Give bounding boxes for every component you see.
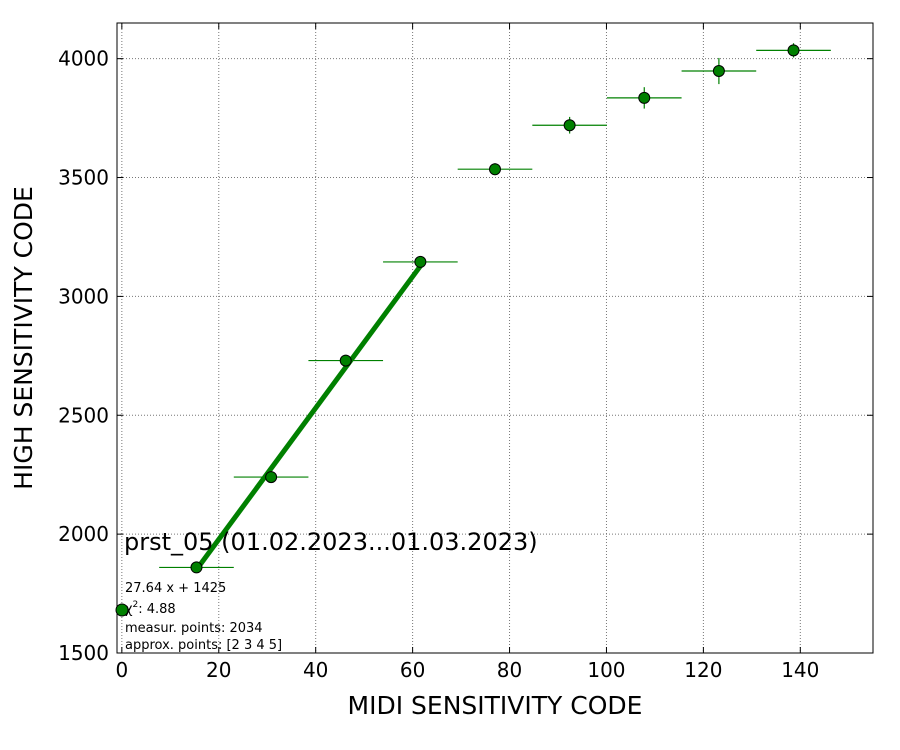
data-point <box>265 471 278 484</box>
x-tick-label: 120 <box>684 658 722 682</box>
data-point <box>489 163 501 176</box>
x-tick-label: 100 <box>587 658 625 682</box>
approx-points-text: approx. points: [2 3 4 5] <box>125 638 282 653</box>
x-tick-label: 0 <box>115 658 128 682</box>
data-point <box>339 354 352 367</box>
data-point <box>563 119 576 132</box>
chart-title: prst_05 (01.02.2023...01.03.2023) <box>124 528 538 556</box>
y-tick-label: 3500 <box>58 166 109 190</box>
y-tick-label: 2000 <box>58 522 109 546</box>
chi2-value: : 4.88 <box>138 602 175 617</box>
data-point <box>712 65 725 78</box>
measur-points-text: measur. points: 2034 <box>125 621 263 636</box>
chi2-symbol: χ <box>125 602 133 617</box>
x-axis-label: MIDI SENSITIVITY CODE <box>348 691 643 720</box>
y-tick-label: 1500 <box>58 641 109 665</box>
axis-ticks <box>117 23 873 654</box>
x-tick-label: 80 <box>497 658 522 682</box>
y-axis-label: HIGH SENSITIVITY CODE <box>9 186 38 490</box>
chi2-label: χ2: 4.88 <box>125 600 176 617</box>
error-bars <box>159 43 831 571</box>
grid-lines <box>117 23 873 654</box>
data-points <box>190 44 800 574</box>
y-tick-label: 2500 <box>58 403 109 427</box>
y-tick-label: 3000 <box>58 284 109 308</box>
y-tick-label: 4000 <box>58 47 109 71</box>
legend-marker <box>115 603 129 617</box>
fit-equation: 27.64 x + 1425 <box>125 581 226 596</box>
data-point <box>190 561 203 574</box>
fit-line <box>194 264 423 572</box>
x-tick-label: 20 <box>206 658 231 682</box>
x-tick-labels: 0 20 40 60 80 100 120 140 <box>115 658 819 682</box>
data-point <box>414 255 427 268</box>
x-tick-label: 60 <box>400 658 425 682</box>
x-tick-label: 40 <box>303 658 328 682</box>
x-tick-label: 140 <box>781 658 819 682</box>
fit-info: 27.64 x + 1425 χ2: 4.88 measur. points: … <box>125 581 282 653</box>
chi2-power: 2 <box>133 600 139 610</box>
fit-line-layer <box>194 264 423 572</box>
data-point <box>638 91 651 104</box>
y-tick-labels: 1500 2000 2500 3000 3500 4000 <box>58 47 109 665</box>
plot-frame <box>116 22 874 654</box>
data-point <box>787 44 800 57</box>
